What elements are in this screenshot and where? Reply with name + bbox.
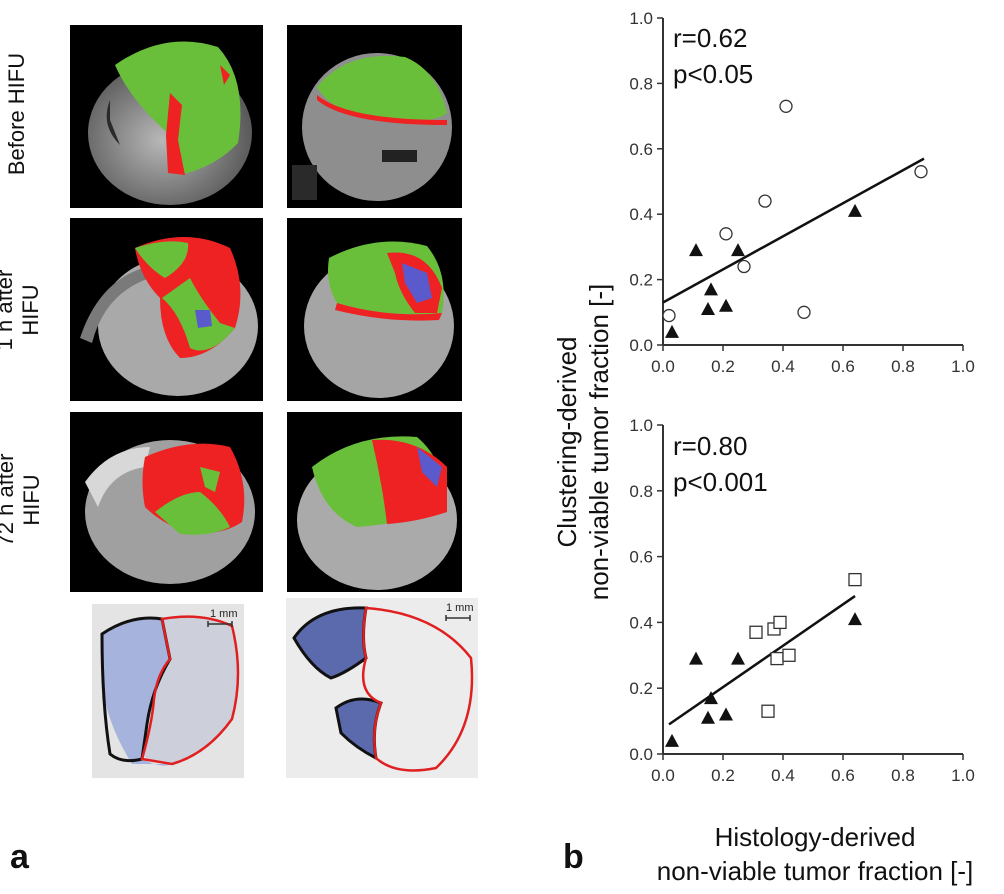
mri-1h-after-hifu-left bbox=[70, 218, 263, 401]
mri-before-hifu-right-image bbox=[292, 53, 452, 201]
stat-r-top: r=0.62 bbox=[673, 23, 748, 53]
data-point-triangle-bottom bbox=[704, 691, 718, 705]
histology-right: 1 mm bbox=[286, 598, 478, 778]
x-tick-label-bottom: 0.4 bbox=[771, 766, 795, 785]
data-point-circle-top bbox=[662, 308, 676, 323]
data-point-circle-top bbox=[758, 194, 772, 208]
panel-b-letter: b bbox=[563, 838, 584, 876]
x-tick-label-top: 1.0 bbox=[951, 357, 975, 376]
y-tick-label-top: 1.0 bbox=[629, 9, 653, 28]
histology-right-image: 1 mm bbox=[286, 598, 478, 778]
scale-bar-left-label: 1 mm bbox=[210, 608, 238, 620]
data-point-square-bottom bbox=[782, 648, 796, 662]
mri-before-hifu-right bbox=[287, 25, 462, 208]
data-point-circle-top bbox=[914, 165, 928, 179]
data-point-circle-top bbox=[719, 227, 733, 241]
data-point-triangle-bottom bbox=[731, 651, 745, 665]
data-point-triangle-bottom bbox=[701, 710, 715, 724]
panel-a-letter: a bbox=[10, 838, 29, 876]
mri-1h-after-hifu-left-image bbox=[80, 237, 258, 396]
fit-line-bottom bbox=[668, 595, 856, 726]
data-point-circle-top bbox=[779, 99, 793, 113]
y-tick-label-bottom: 0.2 bbox=[629, 679, 653, 698]
y-tick-label-bottom: 0.8 bbox=[629, 482, 653, 501]
x-tick-label-top: 0.8 bbox=[891, 357, 915, 376]
stat-p-top: p<0.05 bbox=[673, 59, 754, 89]
fit-line-top bbox=[662, 157, 925, 304]
y-tick-label-bottom: 1.0 bbox=[629, 416, 653, 435]
y-tick-label-top: 0.6 bbox=[629, 140, 653, 159]
y-tick-label-top: 0.8 bbox=[629, 74, 653, 93]
mri-before-hifu-left bbox=[70, 25, 263, 208]
data-point-triangle-top bbox=[701, 302, 715, 316]
data-point-square-bottom bbox=[749, 625, 763, 639]
x-tick-label-bottom: 0.6 bbox=[831, 766, 855, 785]
x-tick-label-bottom: 0.0 bbox=[651, 766, 675, 785]
y-tick-label-bottom: 0.6 bbox=[629, 548, 653, 567]
x-tick-label-top: 0.2 bbox=[711, 357, 735, 376]
data-point-triangle-top bbox=[665, 324, 679, 338]
x-tick-label-bottom: 0.8 bbox=[891, 766, 915, 785]
data-point-triangle-top bbox=[731, 243, 745, 257]
mri-1h-after-hifu-right bbox=[287, 218, 462, 401]
mri-72h-after-hifu-left-image bbox=[85, 440, 255, 584]
mri-1h-after-hifu-right-image bbox=[304, 241, 454, 398]
x-tick-label-top: 0.6 bbox=[831, 357, 855, 376]
data-point-triangle-top bbox=[848, 203, 862, 217]
scale-bar-right-label: 1 mm bbox=[446, 602, 474, 614]
data-point-square-bottom bbox=[773, 615, 787, 630]
y-tick-label-top: 0.0 bbox=[629, 336, 653, 355]
data-point-square-bottom bbox=[848, 572, 862, 587]
data-point-triangle-bottom bbox=[689, 651, 703, 665]
histology-left: 1 mm bbox=[92, 604, 244, 778]
y-tick-label-bottom: 0.4 bbox=[629, 613, 653, 632]
stat-r-bottom: r=0.80 bbox=[673, 431, 748, 461]
mri-72h-after-hifu-left bbox=[70, 412, 263, 592]
data-point-circle-top bbox=[797, 305, 811, 319]
data-point-square-bottom bbox=[761, 704, 775, 718]
stat-p-bottom: p<0.001 bbox=[673, 467, 768, 497]
data-point-triangle-bottom bbox=[848, 612, 862, 626]
x-tick-label-top: 0.4 bbox=[771, 357, 795, 376]
x-axis-title: Histology-derived non-viable tumor fract… bbox=[625, 820, 1004, 888]
data-point-triangle-bottom bbox=[719, 707, 733, 721]
x-tick-label-top: 0.0 bbox=[651, 357, 675, 376]
mri-before-hifu-left-image bbox=[88, 41, 252, 205]
data-point-triangle-bottom bbox=[665, 733, 679, 747]
x-axis-title-line2: non-viable tumor fraction [-] bbox=[656, 856, 974, 886]
x-axis-title-line1: Histology-derived bbox=[714, 822, 916, 852]
data-point-triangle-top bbox=[689, 243, 703, 257]
data-point-square-bottom bbox=[770, 651, 784, 666]
mri-72h-after-hifu-right-image bbox=[297, 436, 457, 590]
y-tick-label-bottom: 0.0 bbox=[629, 745, 653, 764]
x-tick-label-bottom: 0.2 bbox=[711, 766, 735, 785]
data-point-triangle-top bbox=[704, 282, 718, 296]
mri-72h-after-hifu-right bbox=[287, 412, 462, 592]
data-point-triangle-top bbox=[719, 298, 733, 312]
histology-left-image: 1 mm bbox=[92, 604, 244, 778]
y-tick-label-top: 0.4 bbox=[629, 205, 653, 224]
y-tick-label-top: 0.2 bbox=[629, 271, 653, 290]
data-point-circle-top bbox=[737, 259, 751, 274]
x-tick-label-bottom: 1.0 bbox=[951, 766, 975, 785]
